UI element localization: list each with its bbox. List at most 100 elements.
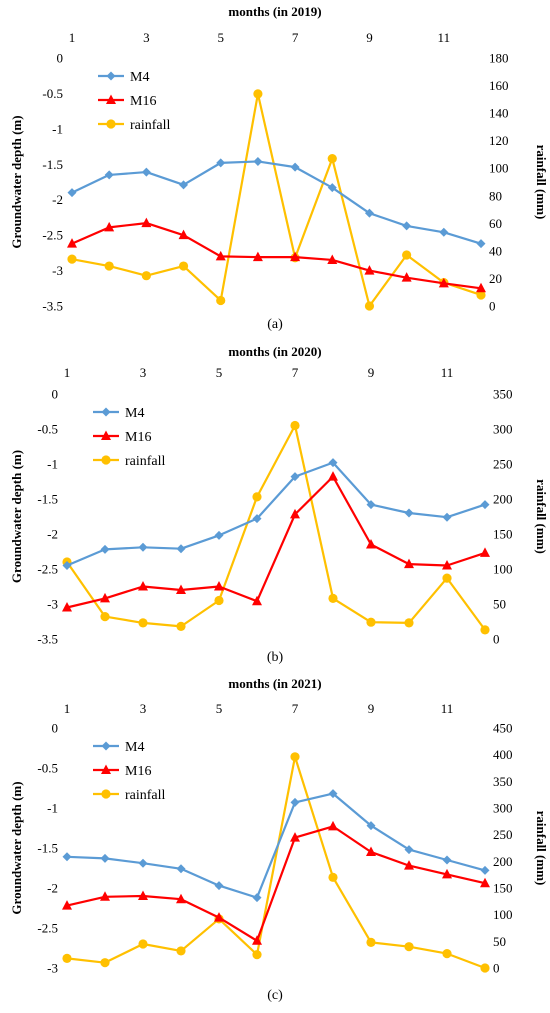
data-point-M4 <box>290 472 300 482</box>
y-tick-label: -3 <box>47 597 58 612</box>
x-tick-label: 7 <box>292 701 299 716</box>
legend-label-M4: M4 <box>125 406 144 421</box>
data-point-rainfall <box>290 752 300 762</box>
data-point-rainfall <box>62 953 72 963</box>
data-point-M16 <box>67 238 77 248</box>
y2-tick-label: 80 <box>489 188 502 203</box>
y-axis-title: Groundwater depth (m) <box>9 115 24 248</box>
series-line-M16 <box>71 221 482 290</box>
y2-tick-label: 50 <box>493 597 506 612</box>
y-tick-label: 0 <box>57 51 64 66</box>
data-point-rainfall <box>176 946 186 956</box>
legend-marker-M4 <box>101 407 111 417</box>
data-point-M4 <box>366 821 376 831</box>
series-line-M16 <box>66 475 486 609</box>
y2-tick-label: 300 <box>493 801 513 816</box>
y2-tick-label: 60 <box>489 216 502 231</box>
data-point-M4 <box>476 239 486 249</box>
legend-marker-M16 <box>101 430 111 440</box>
x-axis-title: months (in 2020) <box>228 344 321 359</box>
data-point-M16 <box>404 860 414 870</box>
data-point-M4 <box>442 512 452 522</box>
x-tick-label: 5 <box>216 701 223 716</box>
data-point-M16 <box>252 935 262 945</box>
y-tick-label: -1 <box>47 801 58 816</box>
x-tick-label: 3 <box>143 30 150 45</box>
data-point-rainfall <box>404 618 414 628</box>
data-point-M4 <box>328 789 338 799</box>
y2-tick-label: 180 <box>489 51 509 66</box>
data-point-M16 <box>176 893 186 904</box>
x-tick-label: 7 <box>292 30 299 45</box>
chart-svg: months (in 2021) 1 3 5 7 9 11 0 -0.5 -1 -1.5 -2 -2.5… <box>9 677 549 1003</box>
data-point-M16 <box>176 584 186 594</box>
series-line-M16 <box>66 825 486 942</box>
data-point-M4 <box>62 561 72 570</box>
data-point-rainfall <box>104 261 114 271</box>
data-point-rainfall <box>290 420 300 431</box>
data-point-rainfall <box>100 612 110 622</box>
y2-tick-label: 200 <box>493 492 513 507</box>
y2-tick-label: 450 <box>493 721 513 736</box>
data-point-M16 <box>138 890 148 900</box>
y2-tick-label: 250 <box>493 827 513 842</box>
data-point-rainfall <box>402 250 412 260</box>
y2-tick-label: 0 <box>493 961 500 976</box>
data-point-M4 <box>290 162 300 172</box>
data-point-M16 <box>366 846 376 856</box>
y2-tick-label: 250 <box>493 457 513 472</box>
data-point-rainfall <box>328 593 338 603</box>
data-point-M16 <box>328 820 338 831</box>
y2-tick-label: 150 <box>493 881 513 896</box>
data-point-M4 <box>480 865 490 875</box>
y-tick-label: -1 <box>47 457 58 472</box>
x-tick-label: 3 <box>140 701 147 716</box>
data-point-rainfall <box>253 89 263 99</box>
data-point-M4 <box>100 853 110 863</box>
legend-marker-M16 <box>106 94 116 104</box>
y-tick-label: -1.5 <box>37 841 58 856</box>
series-line-rainfall <box>66 424 486 631</box>
y2-axis-title: rainfall (mm) <box>534 811 549 886</box>
data-point-rainfall <box>404 942 414 952</box>
series-line-M4 <box>66 792 486 899</box>
x-tick-label: 9 <box>368 701 375 716</box>
y-tick-label: -2.5 <box>42 228 63 243</box>
data-point-M4 <box>480 500 490 510</box>
data-point-M16 <box>141 217 152 228</box>
y-tick-label: -3 <box>47 961 58 976</box>
data-point-M4 <box>214 530 224 540</box>
x-tick-label: 9 <box>366 30 373 45</box>
data-point-M16 <box>328 471 338 481</box>
y2-tick-label: 300 <box>493 422 513 437</box>
data-point-M4 <box>366 500 376 510</box>
legend-label-M16: M16 <box>130 94 156 109</box>
y-tick-label: -0.5 <box>42 86 63 101</box>
y2-tick-label: 160 <box>489 78 509 93</box>
y2-tick-label: 400 <box>493 747 513 762</box>
data-point-M16 <box>62 602 72 612</box>
y-tick-label: 0 <box>52 387 59 402</box>
data-point-M16 <box>476 282 486 293</box>
data-point-rainfall <box>138 618 148 628</box>
series-line-rainfall <box>66 755 486 970</box>
legend-marker-rainfall <box>106 119 116 129</box>
data-point-M16 <box>480 547 490 557</box>
data-point-rainfall <box>442 949 452 959</box>
legend-label-M16: M16 <box>125 430 151 445</box>
x-axis-title: months (in 2021) <box>228 677 321 691</box>
y-tick-label: 0 <box>52 721 59 736</box>
data-point-rainfall <box>327 153 337 164</box>
series-line-M4 <box>66 461 486 567</box>
y-tick-label: -2 <box>52 192 63 207</box>
data-point-M4 <box>176 544 186 554</box>
data-point-M4 <box>141 167 151 177</box>
y2-tick-label: 50 <box>493 934 506 949</box>
data-point-M16 <box>62 900 72 910</box>
data-point-M4 <box>176 864 186 874</box>
data-point-M16 <box>442 560 452 570</box>
data-point-M4 <box>67 188 77 198</box>
y2-tick-label: 40 <box>489 243 502 258</box>
y2-tick-label: 140 <box>489 106 509 121</box>
